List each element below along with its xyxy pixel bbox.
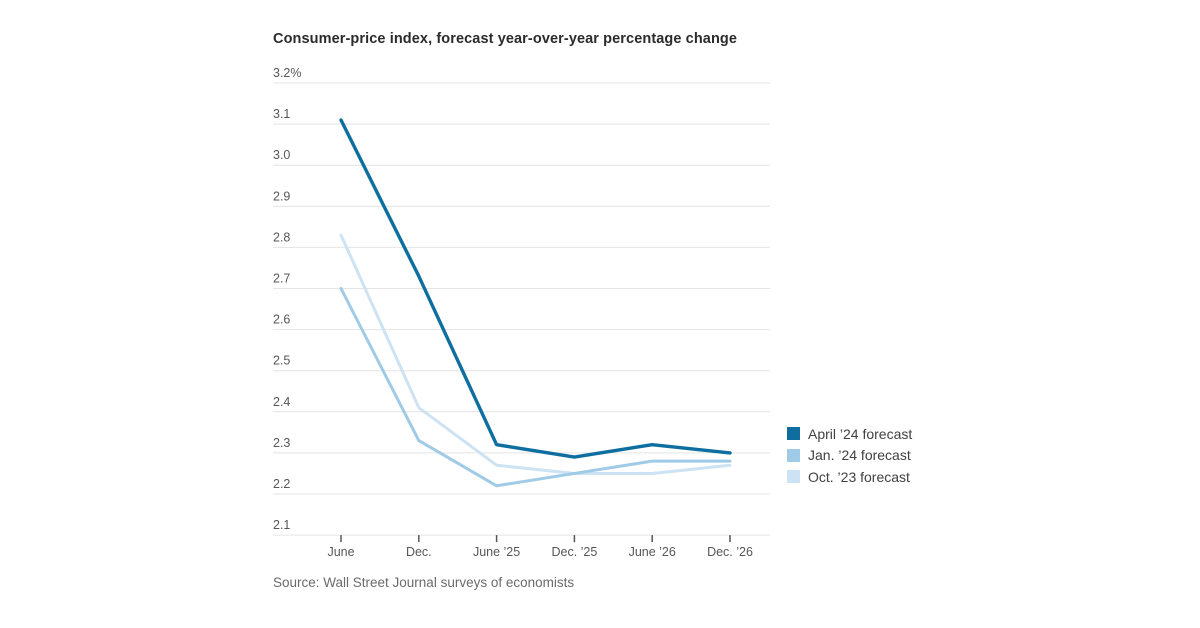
svg-text:2.4: 2.4 xyxy=(273,395,290,409)
svg-text:3.0: 3.0 xyxy=(273,148,290,162)
legend-swatch-icon xyxy=(787,470,800,484)
svg-text:June ’26: June ’26 xyxy=(629,545,676,559)
svg-text:2.7: 2.7 xyxy=(273,272,290,286)
svg-text:Dec. ’26: Dec. ’26 xyxy=(707,545,753,559)
svg-text:June: June xyxy=(327,545,354,559)
chart-title: Consumer-price index, forecast year-over… xyxy=(273,31,738,47)
legend-item-jan-24: Jan. ’24 forecast xyxy=(787,445,912,467)
svg-text:June ’25: June ’25 xyxy=(473,545,520,559)
svg-text:Dec.: Dec. xyxy=(406,545,432,559)
svg-text:2.6: 2.6 xyxy=(273,313,290,327)
legend-swatch-icon xyxy=(787,427,800,441)
legend-label: Jan. ’24 forecast xyxy=(808,447,911,464)
svg-text:3.2%: 3.2% xyxy=(273,66,302,80)
svg-text:2.3: 2.3 xyxy=(273,436,290,450)
svg-text:Dec. ’25: Dec. ’25 xyxy=(551,545,597,559)
source-note: Source: Wall Street Journal surveys of e… xyxy=(273,575,575,590)
svg-text:2.5: 2.5 xyxy=(273,354,290,368)
legend-label: April ’24 forecast xyxy=(808,425,913,442)
svg-text:2.8: 2.8 xyxy=(273,230,290,244)
chart-legend: April ’24 forecast Jan. ’24 forecast Oct… xyxy=(787,423,912,488)
legend-swatch-icon xyxy=(787,448,800,462)
svg-text:3.1: 3.1 xyxy=(273,107,290,121)
legend-item-oct-23: Oct. ’23 forecast xyxy=(787,466,912,488)
svg-text:2.9: 2.9 xyxy=(273,189,290,203)
legend-item-april-24: April ’24 forecast xyxy=(787,423,912,445)
svg-text:2.1: 2.1 xyxy=(273,518,290,532)
legend-label: Oct. ’23 forecast xyxy=(808,468,910,485)
svg-text:2.2: 2.2 xyxy=(273,477,290,491)
